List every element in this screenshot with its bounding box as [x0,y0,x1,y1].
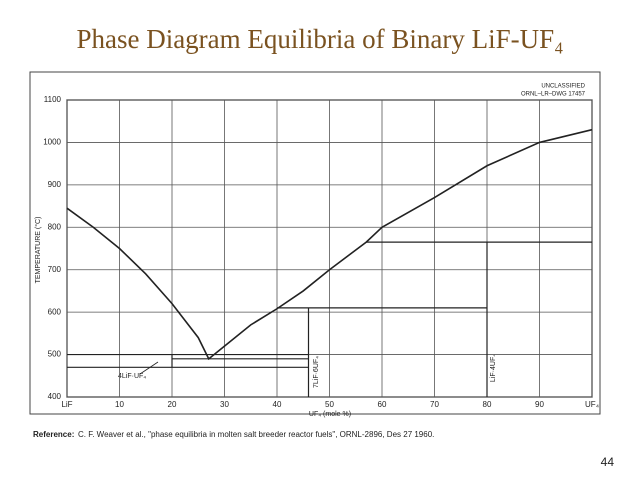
x-tick-label: 80 [483,400,492,409]
annotation: UNCLASSIFIED [541,84,585,90]
y-axis-label: TEMPERATURE (°C) [34,217,42,284]
compound-label: 7LiF·6UF₄ [313,356,320,388]
x-tick-label: 50 [325,400,334,409]
pointer [139,361,159,375]
figure-frame [29,71,601,415]
x-tick-label: 90 [535,400,544,409]
y-tick-label: 900 [48,180,62,189]
slide-title: Phase Diagram Equilibria of Binary LiF-U… [76,24,563,54]
y-tick-label: 500 [48,350,62,359]
compound-label: 4LiF·UF₄ [118,373,146,380]
x-tick-label: 40 [273,400,282,409]
x-tick-label: UF₄ [585,400,599,409]
y-tick-label: 1000 [43,138,61,147]
y-tick-label: 600 [48,307,62,316]
x-axis-label: UF₄ (mole %) [309,411,351,418]
x-tick-label: 70 [430,400,439,409]
y-tick-label: 700 [48,265,62,274]
liquidus-curve [66,128,593,361]
x-tick-label: 30 [220,400,229,409]
x-tick-label: LiF [61,400,72,409]
y-tick-label: 400 [48,392,62,401]
x-tick-label: 60 [378,400,387,409]
y-tick-label: 1100 [44,95,62,104]
x-tick-label: 20 [168,400,177,409]
compound-label: LiF·4UF₄ [490,354,497,382]
reference-text: C. F. Weaver et al., "phase equilibria i… [78,430,434,439]
x-tick-label: 10 [115,400,124,409]
annotation: ORNL–LR–DWG 17457 [521,92,586,98]
page-number: 44 [601,455,615,469]
y-tick-label: 800 [48,222,62,231]
reference-label: Reference: [33,430,74,439]
